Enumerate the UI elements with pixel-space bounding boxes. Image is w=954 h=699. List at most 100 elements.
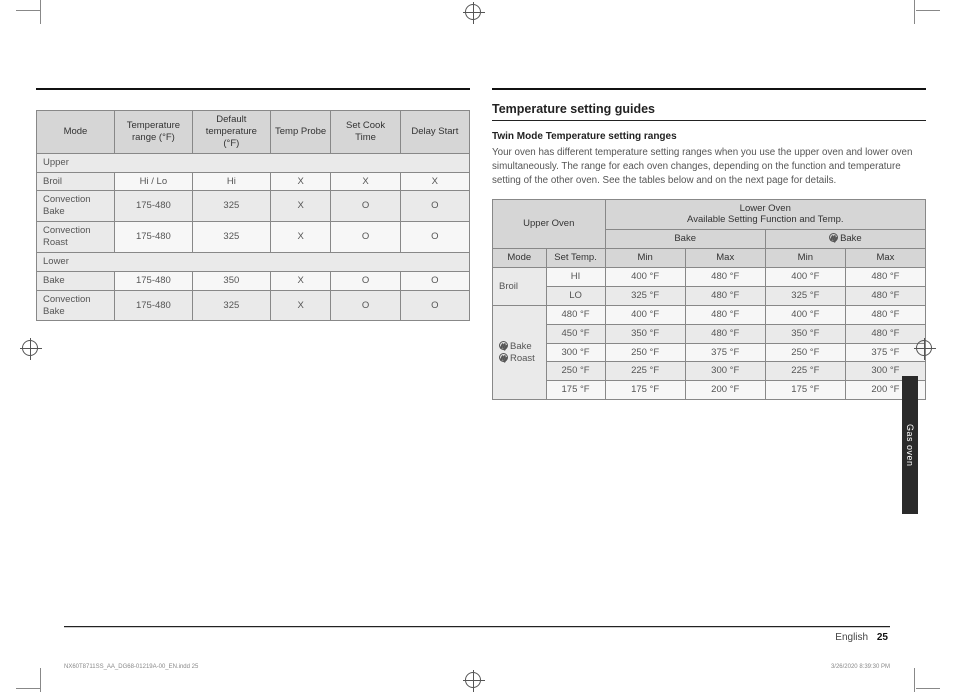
cell: 375 °F bbox=[845, 343, 925, 362]
cell: 250 °F bbox=[605, 343, 685, 362]
cell: LO bbox=[546, 286, 605, 305]
mode-cell: Broil bbox=[37, 172, 115, 191]
col-cook-time: Set Cook Time bbox=[331, 111, 400, 154]
cell: 480 °F bbox=[845, 324, 925, 343]
cell: 175-480 bbox=[114, 271, 192, 290]
registration-mark-icon bbox=[22, 340, 38, 356]
fan-icon bbox=[499, 353, 508, 362]
subheading: Twin Mode Temperature setting ranges bbox=[492, 131, 926, 142]
cell: 400 °F bbox=[605, 305, 685, 324]
hdr-bake: Bake bbox=[605, 230, 765, 249]
col-mode: Mode bbox=[37, 111, 115, 154]
cell: 480 °F bbox=[845, 286, 925, 305]
cell: 200 °F bbox=[685, 381, 765, 400]
cell: 225 °F bbox=[765, 362, 845, 381]
mode-cell: Convection Roast bbox=[37, 222, 115, 253]
cell: 300 °F bbox=[546, 343, 605, 362]
cell: Hi / Lo bbox=[114, 172, 192, 191]
cell: O bbox=[331, 271, 400, 290]
print-meta-date: 3/26/2020 8:39:30 PM bbox=[831, 664, 890, 670]
hdr-lower-oven: Lower Oven Available Setting Function an… bbox=[605, 199, 925, 230]
cell: 350 °F bbox=[605, 324, 685, 343]
col-delay-start: Delay Start bbox=[400, 111, 469, 154]
cell: X bbox=[270, 172, 331, 191]
footer-language: English bbox=[835, 632, 868, 643]
mode-cell: Convection Bake bbox=[37, 290, 115, 321]
cell: 450 °F bbox=[546, 324, 605, 343]
cell: 175-480 bbox=[114, 290, 192, 321]
side-tab: Gas oven bbox=[902, 376, 918, 514]
fan-icon bbox=[499, 341, 508, 350]
group-lower: Lower bbox=[37, 252, 470, 271]
cell: 480 °F bbox=[685, 268, 765, 287]
right-column: Temperature setting guides Twin Mode Tem… bbox=[492, 88, 926, 400]
cell: 350 bbox=[192, 271, 270, 290]
cell: 175-480 bbox=[114, 191, 192, 222]
col-default-temp: Default temperature (°F) bbox=[192, 111, 270, 154]
col-probe: Temp Probe bbox=[270, 111, 331, 154]
cell: 300 °F bbox=[685, 362, 765, 381]
cell: 325 °F bbox=[605, 286, 685, 305]
cell: X bbox=[270, 271, 331, 290]
mode-broil: Broil bbox=[493, 268, 547, 306]
mode-feature-table: Mode Temperature range (°F) Default temp… bbox=[36, 110, 470, 321]
side-tab-label: Gas oven bbox=[905, 424, 915, 467]
hdr-max: Max bbox=[685, 249, 765, 268]
cell: 480 °F bbox=[685, 286, 765, 305]
cell: O bbox=[400, 222, 469, 253]
hdr-upper-oven: Upper Oven bbox=[493, 199, 606, 249]
hdr-set: Set Temp. bbox=[546, 249, 605, 268]
cell: 325 bbox=[192, 191, 270, 222]
cell: O bbox=[331, 290, 400, 321]
cell: X bbox=[400, 172, 469, 191]
cell: 175-480 bbox=[114, 222, 192, 253]
hdr-mode: Mode bbox=[493, 249, 547, 268]
mode-cell: Bake bbox=[37, 271, 115, 290]
cell: 225 °F bbox=[605, 362, 685, 381]
cell: 480 °F bbox=[845, 268, 925, 287]
cell: 480 °F bbox=[546, 305, 605, 324]
cell: 400 °F bbox=[605, 268, 685, 287]
cell: 400 °F bbox=[765, 305, 845, 324]
cell: X bbox=[331, 172, 400, 191]
fan-icon bbox=[829, 233, 838, 242]
cell: 480 °F bbox=[685, 324, 765, 343]
hdr-max: Max bbox=[845, 249, 925, 268]
intro-paragraph: Your oven has different temperature sett… bbox=[492, 146, 926, 189]
cell: 480 °F bbox=[845, 305, 925, 324]
cell: Hi bbox=[192, 172, 270, 191]
footer-rule bbox=[64, 626, 890, 628]
registration-mark-icon bbox=[465, 4, 481, 20]
print-meta-file: NX60T8711SS_AA_DG68-01219A-00_EN.indd 25 bbox=[64, 664, 198, 670]
cell: 400 °F bbox=[765, 268, 845, 287]
cell: 375 °F bbox=[685, 343, 765, 362]
mode-cell: Convection Bake bbox=[37, 191, 115, 222]
cell: X bbox=[270, 290, 331, 321]
page-number: 25 bbox=[877, 632, 888, 643]
hdr-min: Min bbox=[765, 249, 845, 268]
cell: 175 °F bbox=[605, 381, 685, 400]
cell: 175 °F bbox=[546, 381, 605, 400]
cell: HI bbox=[546, 268, 605, 287]
footer: English 25 bbox=[835, 632, 888, 643]
cell: 350 °F bbox=[765, 324, 845, 343]
hdr-fan-bake: Bake bbox=[765, 230, 925, 249]
page-content: Mode Temperature range (°F) Default temp… bbox=[0, 0, 954, 400]
registration-mark-icon bbox=[465, 672, 481, 688]
cell: 250 °F bbox=[765, 343, 845, 362]
cell: 175 °F bbox=[765, 381, 845, 400]
section-title: Temperature setting guides bbox=[492, 102, 926, 121]
cell: O bbox=[331, 222, 400, 253]
cell: O bbox=[400, 290, 469, 321]
registration-mark-icon bbox=[916, 340, 932, 356]
cell: X bbox=[270, 222, 331, 253]
group-upper: Upper bbox=[37, 153, 470, 172]
mode-bake-roast: Bake Roast bbox=[493, 305, 547, 399]
cell: X bbox=[270, 191, 331, 222]
cell: O bbox=[331, 191, 400, 222]
cell: 325 bbox=[192, 290, 270, 321]
cell: 325 bbox=[192, 222, 270, 253]
hdr-min: Min bbox=[605, 249, 685, 268]
cell: 325 °F bbox=[765, 286, 845, 305]
cell: 250 °F bbox=[546, 362, 605, 381]
